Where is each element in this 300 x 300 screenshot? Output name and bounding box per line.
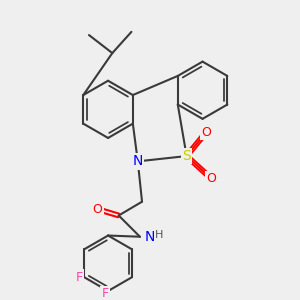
Text: S: S <box>182 149 191 163</box>
Text: F: F <box>76 271 83 284</box>
Text: N: N <box>133 154 143 168</box>
Text: F: F <box>102 287 109 300</box>
Text: O: O <box>206 172 216 185</box>
Text: H: H <box>155 230 163 240</box>
Text: O: O <box>201 126 211 139</box>
Text: O: O <box>92 202 102 216</box>
Text: N: N <box>144 230 155 244</box>
